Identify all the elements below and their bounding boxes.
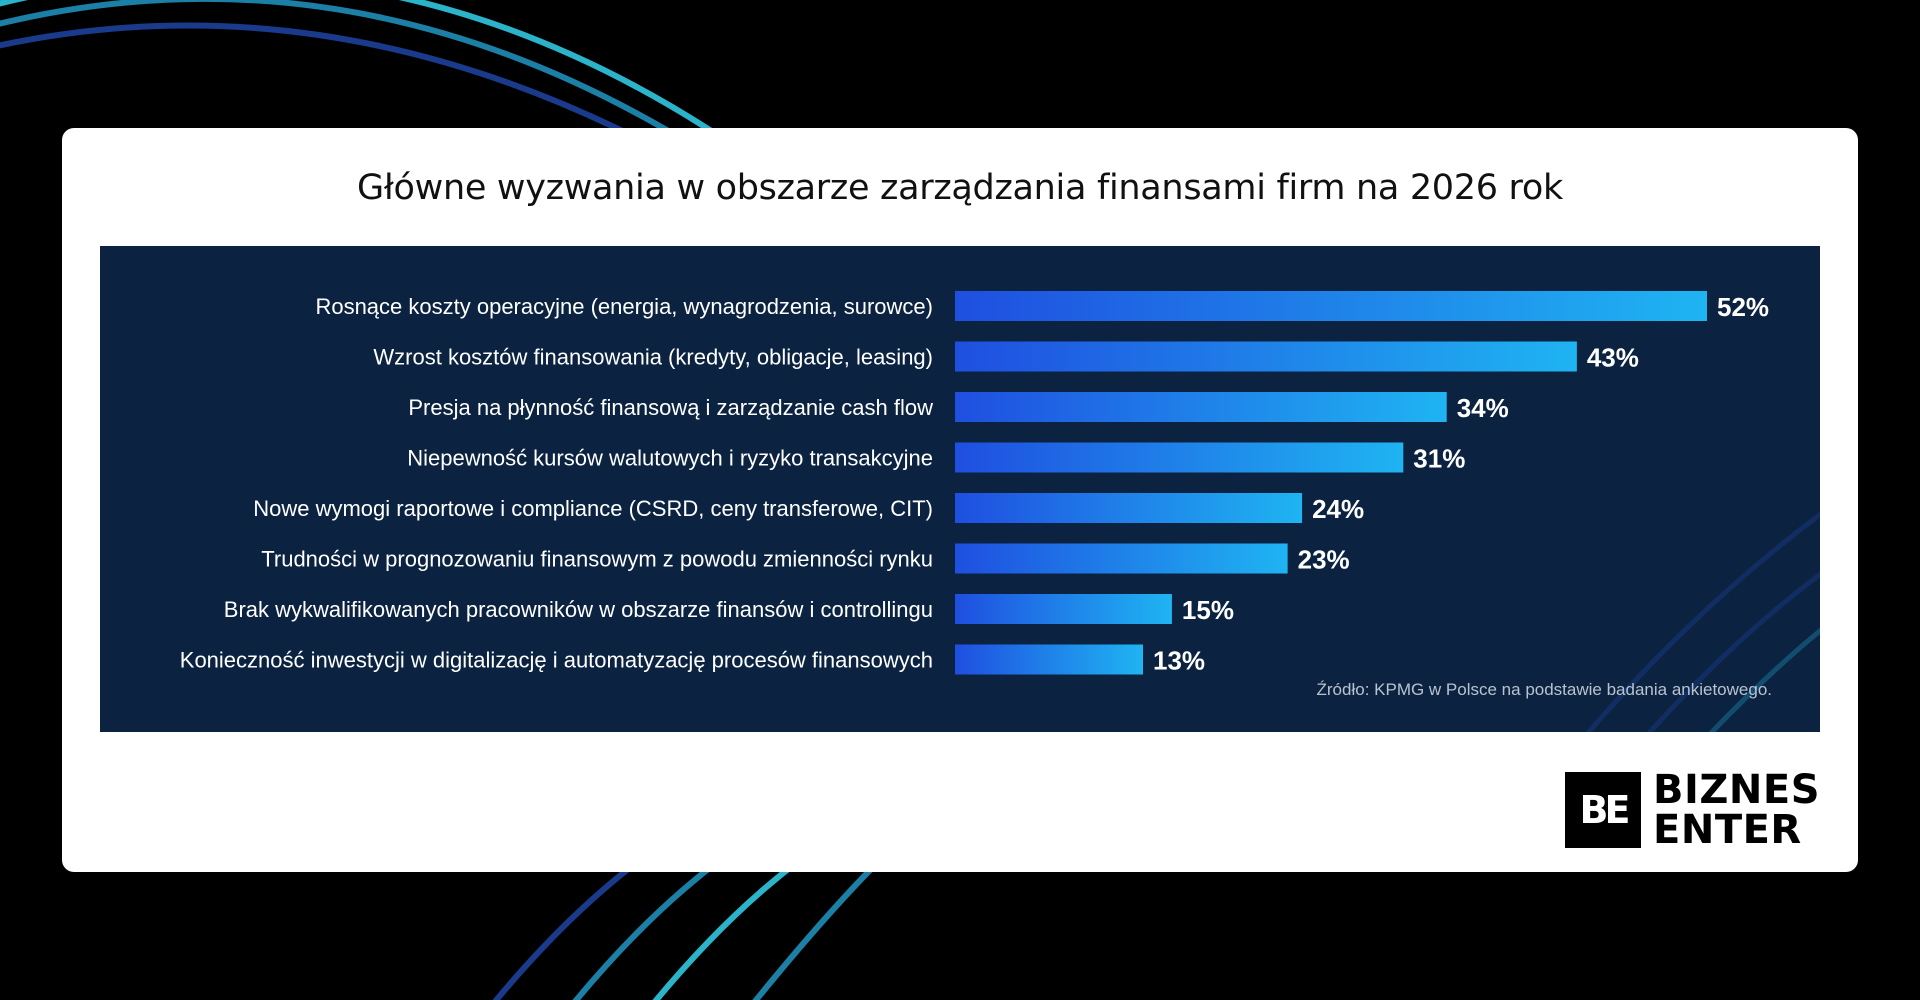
background-arc — [652, 857, 802, 1000]
bar — [955, 644, 1143, 675]
category-label: Konieczność inwestycji w digitalizację i… — [180, 648, 933, 673]
panel-decor-arc — [1708, 627, 1820, 732]
biznes-enter-logo: BE BIZNES ENTER — [1565, 770, 1820, 850]
category-label: Wzrost kosztów finansowania (kredyty, ob… — [373, 345, 933, 370]
bar — [955, 291, 1707, 321]
category-label: Niepewność kursów walutowych i ryzyko tr… — [407, 446, 933, 471]
logo-mark: BE — [1565, 772, 1642, 848]
category-label: Rosnące koszty operacyjne (energia, wyna… — [315, 294, 933, 319]
bar — [955, 392, 1447, 422]
bar — [955, 543, 1288, 574]
chart-card: Główne wyzwania w obszarze zarządzania f… — [62, 128, 1858, 872]
value-label: 15% — [1182, 595, 1234, 625]
background-arc — [752, 857, 883, 1000]
chart-title: Główne wyzwania w obszarze zarządzania f… — [357, 168, 1563, 208]
logo-wordmark: BIZNES ENTER — [1653, 770, 1820, 850]
background-arc — [572, 857, 722, 1000]
value-label: 23% — [1298, 545, 1350, 575]
source-note: Źródło: KPMG w Polsce na podstawie badan… — [1316, 680, 1772, 699]
bar — [955, 594, 1172, 624]
value-label: 52% — [1717, 292, 1769, 322]
category-label: Trudności w prognozowaniu finansowym z p… — [261, 547, 933, 572]
bar — [955, 341, 1577, 372]
logo-line-2: ENTER — [1653, 807, 1802, 853]
background-arc — [0, 22, 662, 153]
panel-decor-arc — [1585, 511, 1820, 732]
value-label: 34% — [1457, 393, 1509, 423]
background-arc — [0, 0, 742, 153]
chart-panel: Rosnące koszty operacyjne (energia, wyna… — [100, 246, 1820, 732]
background-arc — [492, 857, 642, 1000]
panel-decor-arc — [1646, 571, 1820, 732]
category-label: Brak wykwalifikowanych pracowników w obs… — [224, 597, 933, 622]
category-label: Nowe wymogi raportowe i compliance (CSRD… — [253, 496, 933, 521]
value-label: 13% — [1153, 646, 1205, 676]
bar-chart: Rosnące koszty operacyjne (energia, wyna… — [180, 291, 1820, 732]
category-label: Presja na płynność finansową i zarządzan… — [408, 395, 933, 420]
bar — [955, 493, 1303, 523]
bar — [955, 442, 1404, 473]
background-arc — [0, 0, 702, 153]
value-label: 24% — [1312, 494, 1364, 524]
value-label: 31% — [1413, 444, 1465, 474]
logo-line-1: BIZNES — [1653, 767, 1820, 813]
value-label: 43% — [1587, 343, 1639, 373]
